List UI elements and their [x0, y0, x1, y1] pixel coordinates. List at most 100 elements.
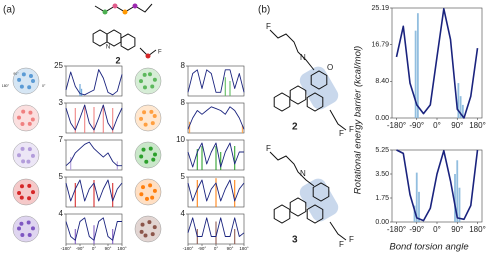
- histogram-bar: [456, 160, 459, 222]
- polar-dot: [149, 109, 154, 114]
- histogram-bar: [70, 157, 72, 170]
- polar-icon: [12, 104, 40, 132]
- compound-label: 2: [115, 55, 120, 65]
- chain: [269, 29, 315, 71]
- chain: [269, 151, 315, 187]
- x-tick-label: -180°: [387, 121, 406, 130]
- energy-curve: [65, 217, 122, 241]
- y-tick-label: 8: [181, 61, 186, 70]
- y-tick-label: 3: [59, 98, 64, 107]
- histogram-bar: [229, 81, 231, 96]
- histogram-bar: [418, 191, 420, 222]
- polar-icon: [134, 104, 162, 132]
- histogram-bar: [93, 225, 95, 244]
- histogram-bar: [220, 152, 222, 170]
- histogram-bar: [454, 174, 456, 222]
- atom: N: [300, 53, 306, 62]
- x-tick-label: -90°: [409, 121, 424, 130]
- polar-dot: [31, 79, 35, 83]
- histogram-bar: [112, 183, 114, 207]
- energy-curve: [65, 69, 123, 96]
- polar-dot: [147, 220, 152, 225]
- x-tick-label: 0°: [92, 246, 97, 251]
- polar-dot: [30, 226, 35, 231]
- y-axis-label: Rotational energy barrier (kcal/mol): [353, 46, 364, 194]
- histogram-bar: [416, 13, 419, 119]
- x-tick-label: -180°: [61, 246, 72, 251]
- polar-dot: [17, 77, 22, 82]
- polar-dot: [142, 72, 147, 77]
- ring: [120, 33, 136, 51]
- atom: F: [349, 125, 354, 134]
- histogram-bar: [234, 180, 236, 207]
- polar-dot: [19, 184, 24, 189]
- histogram-bar: [196, 149, 198, 170]
- y-tick-label: 5: [59, 172, 64, 181]
- atom: F: [349, 235, 354, 244]
- energy-curve: [65, 141, 122, 167]
- polar-dot: [143, 233, 148, 238]
- x-tick-label: 0°: [214, 246, 219, 251]
- y-tick-label: 25: [54, 61, 63, 70]
- polar-dot: [19, 195, 24, 200]
- histogram-bar: [234, 146, 236, 170]
- chart: 8: [134, 61, 245, 97]
- polar-dot: [21, 109, 26, 114]
- plot-frame: [187, 102, 245, 134]
- compound-label: 3: [292, 235, 298, 246]
- polar-dot: [19, 221, 24, 226]
- histogram-bar: [201, 146, 203, 170]
- y-tick-label: 4: [59, 209, 64, 218]
- polar-dot: [142, 110, 147, 115]
- histogram-bar: [80, 88, 83, 96]
- histogram-bar: [84, 105, 86, 133]
- x-tick-label: 90°: [451, 225, 463, 234]
- ring: [273, 204, 291, 224]
- polar-icon: [134, 141, 162, 169]
- y-tick-label: 5: [181, 172, 186, 181]
- atom: N: [300, 169, 306, 178]
- ring: [306, 92, 324, 112]
- atom-dot: [132, 3, 138, 9]
- polar-dot: [27, 232, 32, 237]
- polar-dot: [141, 185, 146, 190]
- polar-dot: [151, 157, 156, 162]
- x-tick-label: 180°: [117, 246, 127, 251]
- polar-icon: [12, 67, 40, 95]
- x-tick-label: 0°: [433, 121, 441, 130]
- histogram-bar: [188, 121, 191, 133]
- polar-dot: [20, 232, 25, 237]
- ring: [273, 92, 291, 112]
- energy-curve: [187, 179, 245, 202]
- atom: F: [266, 144, 271, 153]
- polar-dot: [30, 153, 35, 158]
- polar-dot: [150, 84, 155, 89]
- ring: [289, 197, 307, 217]
- polar-icon: [12, 215, 40, 243]
- polar-dot: [139, 192, 144, 197]
- polar-dot: [27, 196, 32, 201]
- x-tick-label: -90°: [409, 225, 424, 234]
- atom-dot: [145, 53, 151, 59]
- plot-frame: [391, 149, 483, 223]
- polar-dot: [26, 220, 31, 225]
- histogram-bar: [461, 104, 464, 118]
- x-tick-label: -90°: [76, 246, 85, 251]
- chain: [329, 221, 347, 241]
- histogram-bar: [102, 105, 104, 133]
- atom: F: [339, 240, 344, 249]
- histogram-bar: [459, 96, 462, 118]
- polar-dot: [27, 121, 32, 126]
- histogram-bar: [93, 180, 95, 207]
- atom-dots: [102, 3, 151, 59]
- histogram-bar: [457, 83, 460, 118]
- histogram-bar: [458, 187, 461, 222]
- atom: F: [339, 129, 344, 138]
- histogram-bar: [414, 30, 417, 118]
- histogram-bar: [215, 221, 217, 244]
- chart: 4 -180° -90° 0° 90° 180°: [134, 209, 249, 251]
- chart: 3: [12, 98, 123, 134]
- polar-label: 90°: [13, 72, 19, 76]
- compound-label: 2: [292, 122, 298, 133]
